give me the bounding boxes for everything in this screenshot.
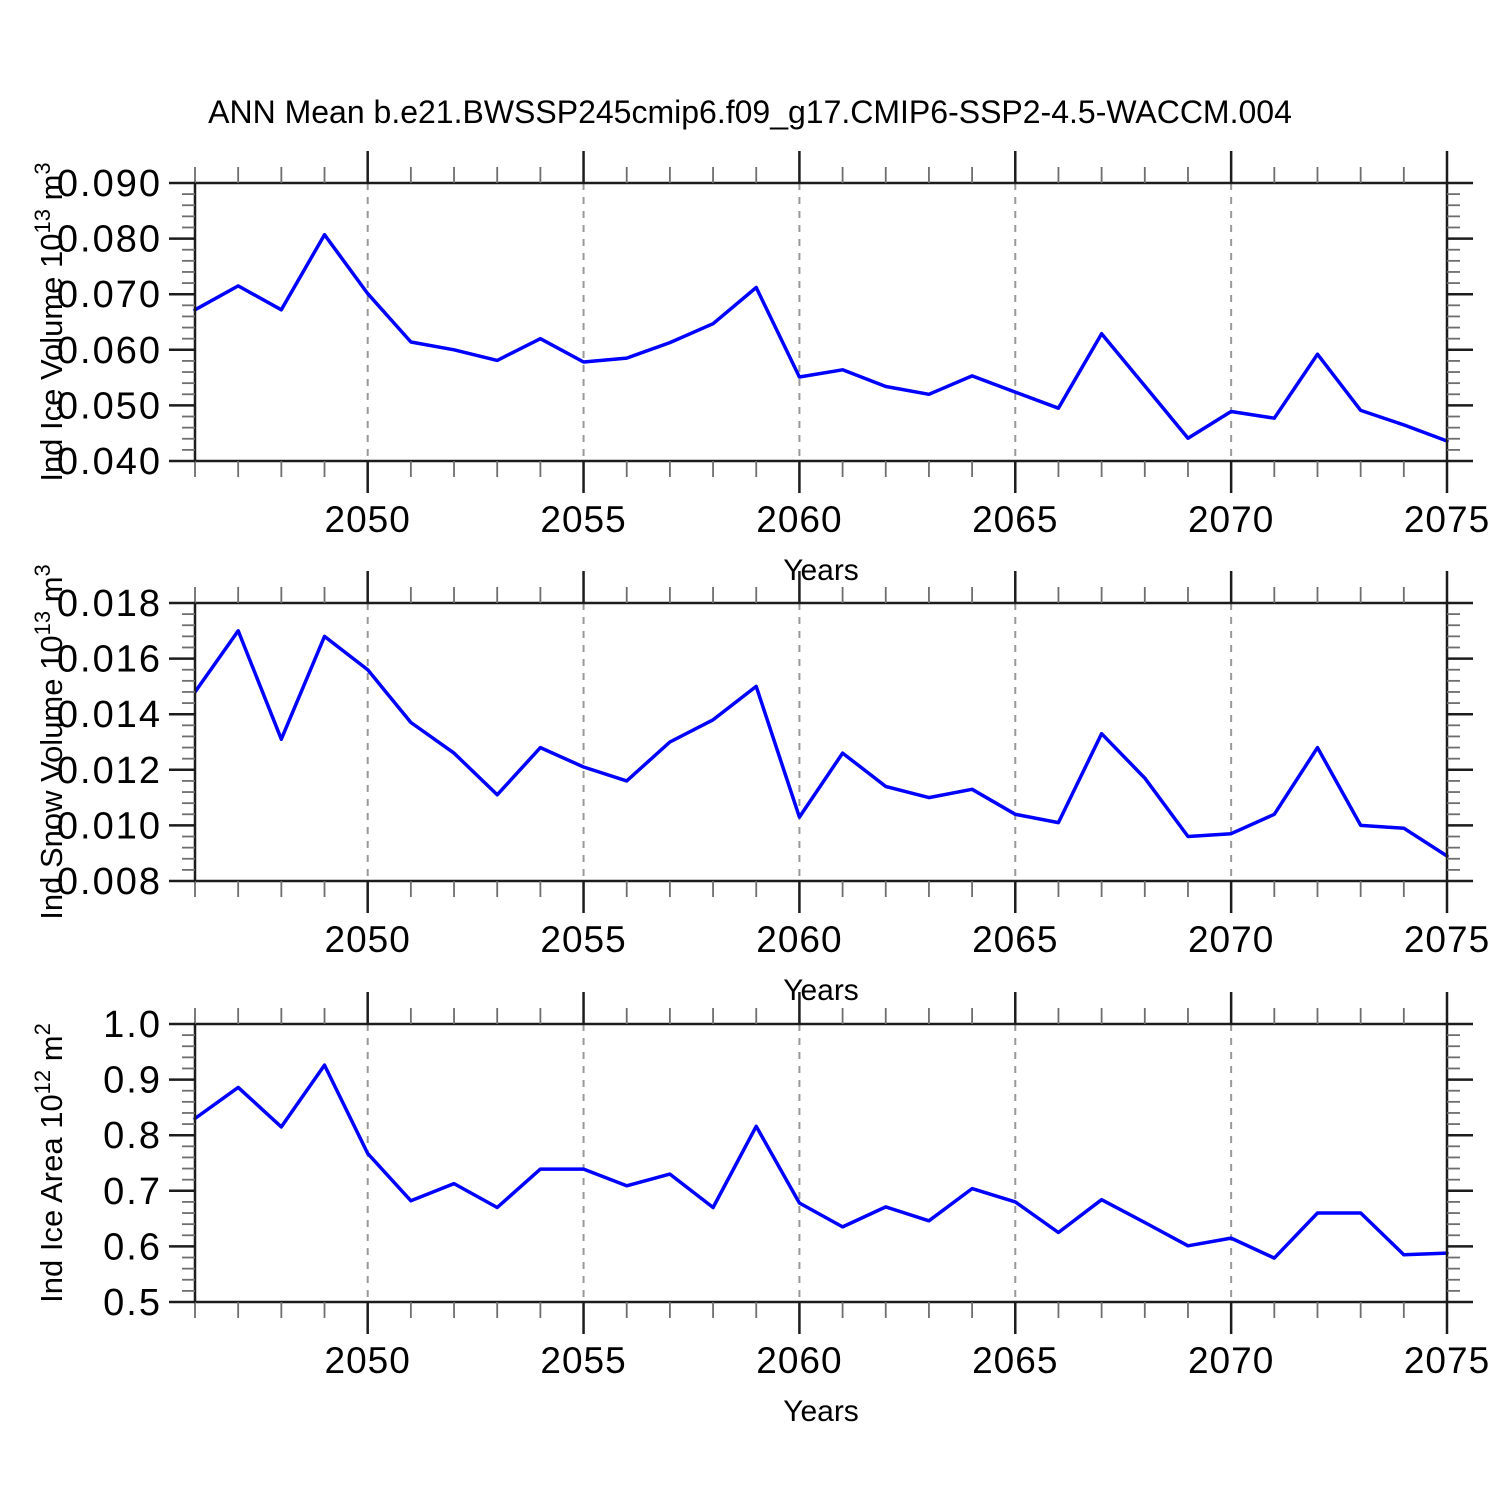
x-tick-label: 2060 — [756, 499, 842, 540]
x-tick-label: 2060 — [756, 919, 842, 960]
x-tick-label: 2050 — [325, 1340, 411, 1381]
x-tick-label: 2055 — [540, 919, 626, 960]
y-tick-label: 0.050 — [57, 385, 162, 427]
x-tick-label: 2050 — [325, 919, 411, 960]
y-tick-label: 1.0 — [103, 1004, 162, 1046]
y-axis-title-superscript: 13 — [30, 209, 55, 233]
x-tick-label: 2075 — [1404, 919, 1490, 960]
x-axis-title: Years — [783, 1395, 859, 1428]
y-tick-label: 0.040 — [57, 441, 162, 483]
x-tick-label: 2070 — [1188, 1340, 1274, 1381]
y-tick-label: 0.016 — [57, 639, 162, 681]
y-axis-title-text: Ind Snow Volume 10 — [34, 635, 69, 919]
x-tick-label: 2065 — [972, 499, 1058, 540]
y-tick-label: 0.8 — [103, 1115, 162, 1157]
axis-frame-ice-area — [193, 1022, 1449, 1304]
y-tick-label: 0.010 — [57, 805, 162, 847]
y-axis-title-superscript: 3 — [30, 564, 55, 576]
y-axis-title-superscript: 12 — [30, 1070, 55, 1094]
y-axis-title: Ind Ice Volume 1013 m3 — [30, 162, 69, 481]
y-axis-title-text: m — [34, 576, 69, 610]
chart-title: ANN Mean b.e21.BWSSP245cmip6.f09_g17.CMI… — [208, 94, 1292, 130]
y-axis-title-text: m — [34, 1035, 69, 1069]
x-tick-label: 2055 — [540, 499, 626, 540]
y-tick-label: 0.018 — [57, 583, 162, 625]
axis-frame-snow-volume — [193, 601, 1449, 883]
x-tick-label: 2070 — [1188, 499, 1274, 540]
y-axis-title: Ind Snow Volume 1013 m3 — [30, 564, 69, 920]
y-tick-label: 0.008 — [57, 861, 162, 903]
data-line-snow-volume — [193, 629, 1449, 858]
x-axis-title: Years — [783, 974, 859, 1007]
x-tick-label: 2050 — [325, 499, 411, 540]
x-tick-label: 2060 — [756, 1340, 842, 1381]
x-tick-label: 2075 — [1404, 1340, 1490, 1381]
x-tick-label: 2065 — [972, 919, 1058, 960]
y-axis-title-text: m — [34, 175, 69, 209]
y-tick-label: 0.7 — [103, 1171, 162, 1213]
x-tick-label: 2055 — [540, 1340, 626, 1381]
y-tick-label: 0.060 — [57, 330, 162, 372]
x-tick-label: 2070 — [1188, 919, 1274, 960]
y-tick-label: 0.014 — [57, 694, 162, 736]
y-tick-label: 0.9 — [103, 1060, 162, 1102]
y-tick-label: 0.090 — [57, 163, 162, 205]
y-axis-title: Ind Ice Area 1012 m2 — [30, 1023, 69, 1303]
y-axis-title-superscript: 3 — [30, 162, 55, 174]
x-axis-title: Years — [783, 554, 859, 587]
x-tick-label: 2065 — [972, 1340, 1058, 1381]
axis-frame-ice-volume — [193, 181, 1449, 463]
x-tick-label: 2075 — [1404, 499, 1490, 540]
data-line-ice-area — [193, 1063, 1449, 1260]
y-axis-title-superscript: 13 — [30, 611, 55, 635]
y-axis-title-superscript: 2 — [30, 1023, 55, 1035]
y-axis-title-text: Ind Ice Area 10 — [34, 1094, 69, 1303]
y-axis-title-text: Ind Ice Volume 10 — [34, 234, 69, 482]
y-tick-label: 0.6 — [103, 1226, 162, 1268]
y-tick-label: 0.5 — [103, 1282, 162, 1324]
y-tick-label: 0.070 — [57, 274, 162, 316]
y-tick-label: 0.012 — [57, 750, 162, 792]
data-line-ice-volume — [193, 232, 1449, 443]
y-tick-label: 0.080 — [57, 219, 162, 261]
